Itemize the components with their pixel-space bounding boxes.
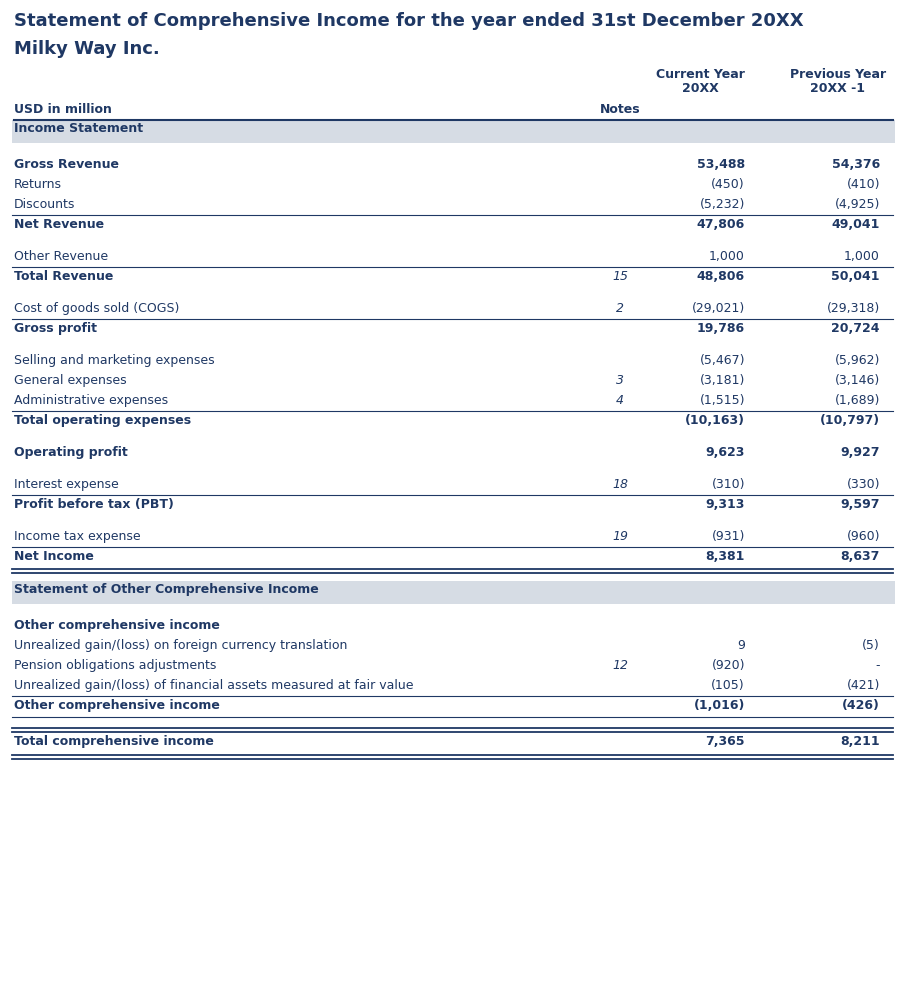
Text: Operating profit: Operating profit [14, 446, 128, 459]
Text: 8,211: 8,211 [841, 735, 880, 748]
Text: (10,163): (10,163) [685, 414, 745, 427]
Bar [12, 581, 895, 604]
Text: (1,016): (1,016) [694, 699, 745, 712]
Text: (450): (450) [711, 178, 745, 191]
Text: 7,365: 7,365 [706, 735, 745, 748]
Text: Gross Revenue: Gross Revenue [14, 158, 119, 171]
Text: Milky Way Inc.: Milky Way Inc. [14, 40, 160, 58]
Text: 47,806: 47,806 [697, 218, 745, 231]
Text: Cost of goods sold (COGS): Cost of goods sold (COGS) [14, 302, 179, 315]
Text: (10,797): (10,797) [820, 414, 880, 427]
Text: Net Revenue: Net Revenue [14, 218, 104, 231]
Text: Selling and marketing expenses: Selling and marketing expenses [14, 354, 214, 367]
Text: General expenses: General expenses [14, 374, 127, 387]
Text: (29,021): (29,021) [692, 302, 745, 315]
Text: Other comprehensive income: Other comprehensive income [14, 619, 220, 632]
Text: 53,488: 53,488 [697, 158, 745, 171]
Text: Gross profit: Gross profit [14, 322, 97, 335]
Text: (426): (426) [842, 699, 880, 712]
Text: Notes: Notes [599, 103, 640, 116]
Text: -: - [876, 659, 880, 672]
Text: 3: 3 [616, 374, 624, 387]
Text: 54,376: 54,376 [832, 158, 880, 171]
Text: 8,637: 8,637 [841, 550, 880, 563]
Text: 1,000: 1,000 [844, 250, 880, 263]
Text: Total comprehensive income: Total comprehensive income [14, 735, 214, 748]
Text: 1,000: 1,000 [709, 250, 745, 263]
Text: (105): (105) [711, 679, 745, 692]
Text: (3,181): (3,181) [699, 374, 745, 387]
Text: (5,962): (5,962) [834, 354, 880, 367]
Text: 49,041: 49,041 [832, 218, 880, 231]
Text: Current Year: Current Year [655, 68, 744, 81]
Text: 12: 12 [612, 659, 628, 672]
Text: (4,925): (4,925) [834, 198, 880, 211]
Text: Profit before tax (PBT): Profit before tax (PBT) [14, 498, 174, 511]
Text: 50,041: 50,041 [832, 270, 880, 283]
Text: (330): (330) [847, 478, 880, 491]
Text: Interest expense: Interest expense [14, 478, 119, 491]
Text: (960): (960) [847, 530, 880, 543]
Text: Income Statement: Income Statement [14, 122, 143, 135]
Text: (1,689): (1,689) [834, 394, 880, 407]
Text: Total Revenue: Total Revenue [14, 270, 113, 283]
Text: Returns: Returns [14, 178, 62, 191]
Text: 48,806: 48,806 [697, 270, 745, 283]
Text: 20XX -1: 20XX -1 [811, 82, 866, 95]
Text: (5,232): (5,232) [699, 198, 745, 211]
Text: 9: 9 [737, 639, 745, 652]
Text: Other comprehensive income: Other comprehensive income [14, 699, 220, 712]
Text: 9,623: 9,623 [706, 446, 745, 459]
Text: 19,786: 19,786 [697, 322, 745, 335]
Text: Discounts: Discounts [14, 198, 76, 211]
Text: 4: 4 [616, 394, 624, 407]
Text: (3,146): (3,146) [835, 374, 880, 387]
Text: 15: 15 [612, 270, 628, 283]
Text: (421): (421) [847, 679, 880, 692]
Text: Unrealized gain/(loss) on foreign currency translation: Unrealized gain/(loss) on foreign curren… [14, 639, 347, 652]
Text: Other Revenue: Other Revenue [14, 250, 108, 263]
Text: 8,381: 8,381 [706, 550, 745, 563]
Text: (920): (920) [712, 659, 745, 672]
Text: (29,318): (29,318) [827, 302, 880, 315]
Text: Net Income: Net Income [14, 550, 94, 563]
Text: (931): (931) [712, 530, 745, 543]
Text: Unrealized gain/(loss) of financial assets measured at fair value: Unrealized gain/(loss) of financial asse… [14, 679, 413, 692]
Text: (1,515): (1,515) [699, 394, 745, 407]
Text: Statement of Comprehensive Income for the year ended 31st December 20XX: Statement of Comprehensive Income for th… [14, 12, 804, 30]
Text: Statement of Other Comprehensive Income: Statement of Other Comprehensive Income [14, 583, 319, 596]
Text: 20XX: 20XX [681, 82, 718, 95]
Bar [12, 120, 895, 143]
Text: 9,927: 9,927 [841, 446, 880, 459]
Text: 20,724: 20,724 [832, 322, 880, 335]
Text: 18: 18 [612, 478, 628, 491]
Text: Total operating expenses: Total operating expenses [14, 414, 191, 427]
Text: (410): (410) [847, 178, 880, 191]
Text: USD in million: USD in million [14, 103, 112, 116]
Text: Administrative expenses: Administrative expenses [14, 394, 168, 407]
Text: Previous Year: Previous Year [790, 68, 886, 81]
Text: (5): (5) [862, 639, 880, 652]
Text: 19: 19 [612, 530, 628, 543]
Text: (5,467): (5,467) [699, 354, 745, 367]
Text: Income tax expense: Income tax expense [14, 530, 140, 543]
Text: Pension obligations adjustments: Pension obligations adjustments [14, 659, 216, 672]
Text: (310): (310) [712, 478, 745, 491]
Text: 9,313: 9,313 [706, 498, 745, 511]
Text: 9,597: 9,597 [841, 498, 880, 511]
Text: 2: 2 [616, 302, 624, 315]
